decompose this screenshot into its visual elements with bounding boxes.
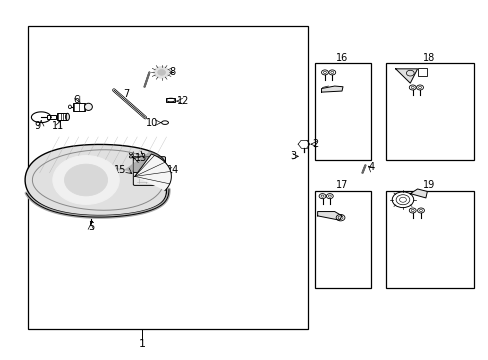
Bar bbox=[315, 191, 370, 288]
Text: 15: 15 bbox=[113, 165, 126, 175]
Text: 3: 3 bbox=[290, 151, 296, 161]
Text: 10: 10 bbox=[145, 118, 158, 128]
Text: 1: 1 bbox=[138, 339, 145, 349]
Bar bbox=[166, 98, 175, 102]
Bar bbox=[47, 115, 56, 120]
Polygon shape bbox=[317, 212, 341, 220]
Bar bbox=[57, 113, 67, 121]
Ellipse shape bbox=[65, 113, 69, 121]
Circle shape bbox=[64, 164, 107, 196]
Circle shape bbox=[53, 156, 119, 204]
Polygon shape bbox=[395, 69, 417, 83]
Polygon shape bbox=[96, 151, 166, 177]
Bar bbox=[417, 68, 427, 76]
Circle shape bbox=[158, 69, 165, 75]
Text: 11: 11 bbox=[52, 121, 64, 131]
Bar bbox=[385, 191, 473, 288]
Polygon shape bbox=[135, 154, 171, 190]
Text: 12: 12 bbox=[177, 96, 189, 106]
Text: 5: 5 bbox=[88, 222, 94, 232]
Text: 8: 8 bbox=[168, 67, 175, 77]
Text: 13: 13 bbox=[135, 153, 147, 163]
Text: 18: 18 bbox=[422, 53, 434, 63]
Text: 17: 17 bbox=[335, 180, 347, 190]
Text: 19: 19 bbox=[422, 180, 434, 190]
Bar bbox=[385, 63, 473, 160]
FancyBboxPatch shape bbox=[133, 157, 165, 172]
FancyBboxPatch shape bbox=[133, 170, 165, 185]
Text: 6: 6 bbox=[73, 95, 79, 105]
Circle shape bbox=[154, 67, 169, 78]
Text: 14: 14 bbox=[166, 165, 179, 175]
Text: 9: 9 bbox=[35, 121, 41, 131]
Text: 2: 2 bbox=[311, 139, 317, 149]
Text: 4: 4 bbox=[368, 162, 374, 172]
Ellipse shape bbox=[84, 103, 92, 111]
Polygon shape bbox=[25, 144, 166, 216]
Bar bbox=[27, 26, 307, 329]
Bar bbox=[73, 103, 85, 111]
Polygon shape bbox=[409, 189, 427, 198]
Bar bbox=[315, 63, 370, 160]
Polygon shape bbox=[321, 86, 342, 92]
Text: 16: 16 bbox=[335, 53, 347, 63]
Text: 7: 7 bbox=[123, 89, 129, 99]
